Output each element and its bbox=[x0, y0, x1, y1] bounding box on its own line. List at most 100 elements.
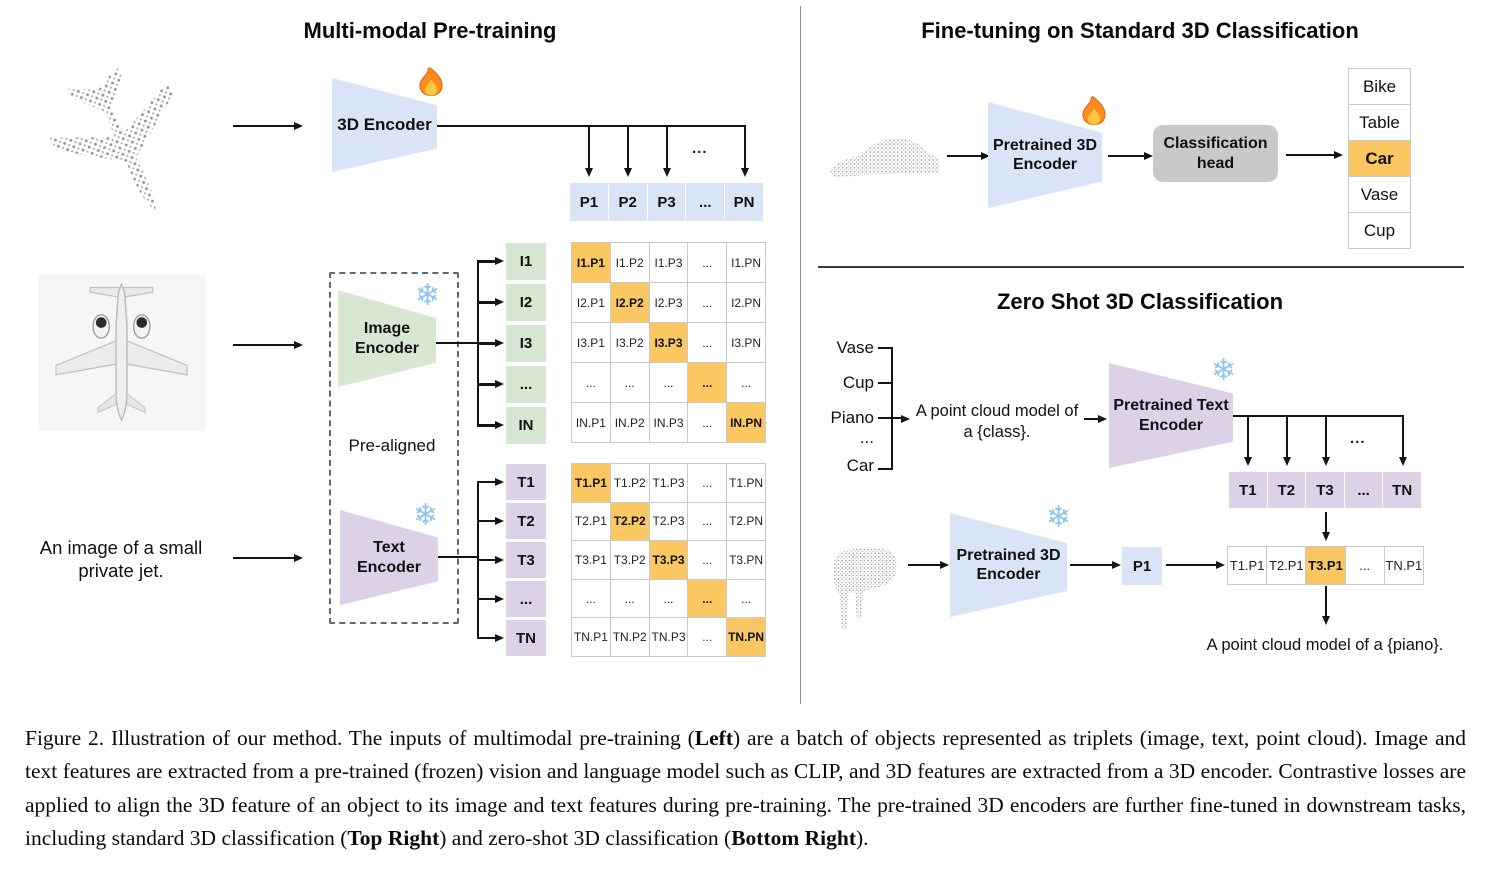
arrowhead bbox=[1112, 560, 1121, 569]
prompt-template: A point cloud model of a {class}. bbox=[912, 401, 1082, 442]
arrowhead bbox=[1321, 532, 1330, 541]
zeroshot-t-row: T1 T2 T3 ... TN bbox=[1229, 472, 1421, 508]
feature-cell: ... bbox=[506, 581, 546, 617]
t-feature-column: T1 T2 T3 ... TN bbox=[506, 464, 546, 656]
classification-head: Classification head bbox=[1153, 125, 1278, 182]
matrix-cell: ... bbox=[688, 502, 728, 542]
matrix-cell: IN.P3 bbox=[649, 403, 689, 443]
snowflake-icon: ❄ bbox=[415, 279, 441, 312]
connector-line bbox=[477, 301, 497, 304]
connector-line bbox=[477, 597, 497, 601]
matrix-cell: ... bbox=[1345, 547, 1385, 585]
prompt-template-line-1: A point cloud model of bbox=[915, 402, 1079, 420]
pre-aligned-box bbox=[329, 272, 459, 624]
feature-cell: P3 bbox=[647, 183, 686, 221]
arrowhead bbox=[495, 555, 504, 564]
prompt-class: Vase bbox=[836, 338, 875, 357]
arrowhead bbox=[1398, 457, 1407, 466]
arrowhead bbox=[584, 168, 593, 177]
connector-line bbox=[666, 127, 669, 169]
matrix-cell: TN.P2 bbox=[610, 618, 650, 657]
prompt-class: Cup bbox=[842, 373, 874, 392]
arrow bbox=[1108, 155, 1146, 158]
matrix-cell: T1.P1 bbox=[1228, 547, 1268, 585]
matrix-cell: ... bbox=[688, 323, 728, 363]
connector-line bbox=[627, 127, 630, 169]
arrowhead bbox=[981, 151, 990, 160]
arrow bbox=[1084, 418, 1100, 421]
finetune-title: Fine-tuning on Standard 3D Classificatio… bbox=[921, 18, 1359, 43]
arrowhead bbox=[1243, 457, 1252, 466]
matrix-cell: ... bbox=[727, 579, 766, 619]
connector-line bbox=[744, 127, 747, 169]
class-list-item: Cup bbox=[1349, 213, 1410, 248]
matrix-cell: T1.PN bbox=[727, 464, 766, 503]
matrix-cell: ... bbox=[688, 579, 728, 619]
arrowhead bbox=[1282, 457, 1291, 466]
zeroshot-3d-encoder-label-2: Encoder bbox=[976, 566, 1041, 583]
class-list-item: Table bbox=[1349, 105, 1410, 141]
arrow bbox=[1070, 564, 1114, 567]
prompt-class-ellipsis: ... bbox=[859, 428, 874, 447]
arrowhead bbox=[495, 516, 504, 525]
panel-divider-vertical bbox=[800, 6, 802, 704]
classification-head-label-2: head bbox=[1196, 154, 1235, 172]
matrix-cell: I1.P3 bbox=[649, 243, 689, 283]
arrow bbox=[908, 564, 942, 567]
arrow bbox=[233, 557, 294, 560]
arrowhead bbox=[294, 340, 303, 349]
text-encoder-label-1: Text bbox=[373, 539, 405, 557]
feature-cell: I1 bbox=[506, 243, 546, 280]
connector-line bbox=[1233, 415, 1404, 418]
feature-cell: I2 bbox=[506, 284, 546, 321]
connector-line bbox=[477, 480, 497, 484]
matrix-cell: TN.P1 bbox=[1384, 547, 1424, 585]
connector-line bbox=[1286, 417, 1289, 458]
figure-caption: Figure 2. Illustration of our method. Th… bbox=[25, 722, 1466, 855]
matrix-cell: ... bbox=[688, 403, 728, 443]
feature-cell: T2 bbox=[1267, 472, 1306, 508]
feature-cell: P2 bbox=[608, 183, 647, 221]
prompt-class: Car bbox=[846, 456, 874, 475]
matrix-cell: ... bbox=[688, 243, 728, 283]
matrix-cell: IN.PN bbox=[727, 403, 766, 443]
matrix-cell: T3.PN bbox=[727, 541, 766, 580]
caption-segment: ). bbox=[856, 825, 869, 850]
matrix-cell: T1.P2 bbox=[610, 464, 650, 503]
arrow bbox=[233, 344, 294, 347]
arrowhead bbox=[1098, 414, 1107, 423]
matrix-cell: I3.P3 bbox=[649, 323, 689, 363]
image-encoder-label-2: Encoder bbox=[354, 339, 419, 357]
ellipsis: ... bbox=[692, 140, 708, 157]
matrix-cell: IN.P1 bbox=[572, 403, 611, 443]
fire-icon bbox=[419, 67, 443, 97]
piano-point-cloud bbox=[833, 547, 897, 630]
arrowhead bbox=[495, 421, 504, 429]
arrowhead bbox=[1334, 150, 1343, 159]
jet-photo bbox=[38, 275, 205, 431]
matrix-cell: I2.P1 bbox=[572, 283, 611, 323]
feature-cell: T1 bbox=[506, 464, 546, 500]
p1-feature-cell: P1 bbox=[1122, 547, 1162, 585]
matrix-cell: ... bbox=[688, 363, 728, 403]
bracket-tick bbox=[878, 347, 893, 350]
arrowhead bbox=[495, 298, 504, 306]
matrix-cell: ... bbox=[688, 464, 728, 503]
caption-segment-bold: Bottom Right bbox=[731, 825, 857, 850]
matrix-cell: T3.P2 bbox=[610, 541, 650, 580]
feature-cell: T3 bbox=[506, 542, 546, 578]
connector-line bbox=[477, 558, 497, 562]
arrow bbox=[1166, 564, 1218, 567]
text-encoder-label-2: Encoder bbox=[356, 558, 421, 576]
feature-cell: I3 bbox=[506, 325, 546, 362]
arrow bbox=[947, 155, 983, 158]
pretrained-3d-encoder-label-1: Pretrained 3D bbox=[992, 136, 1098, 154]
pretrained-text-encoder-label-2: Encoder bbox=[1138, 416, 1203, 434]
matrix-cell: T2.P2 bbox=[610, 502, 650, 542]
arrowhead bbox=[495, 257, 504, 265]
matrix-cell: ... bbox=[649, 579, 689, 619]
connector-line bbox=[1247, 417, 1250, 458]
matrix-cell: I1.PN bbox=[727, 243, 766, 283]
arrowhead bbox=[1216, 560, 1225, 569]
